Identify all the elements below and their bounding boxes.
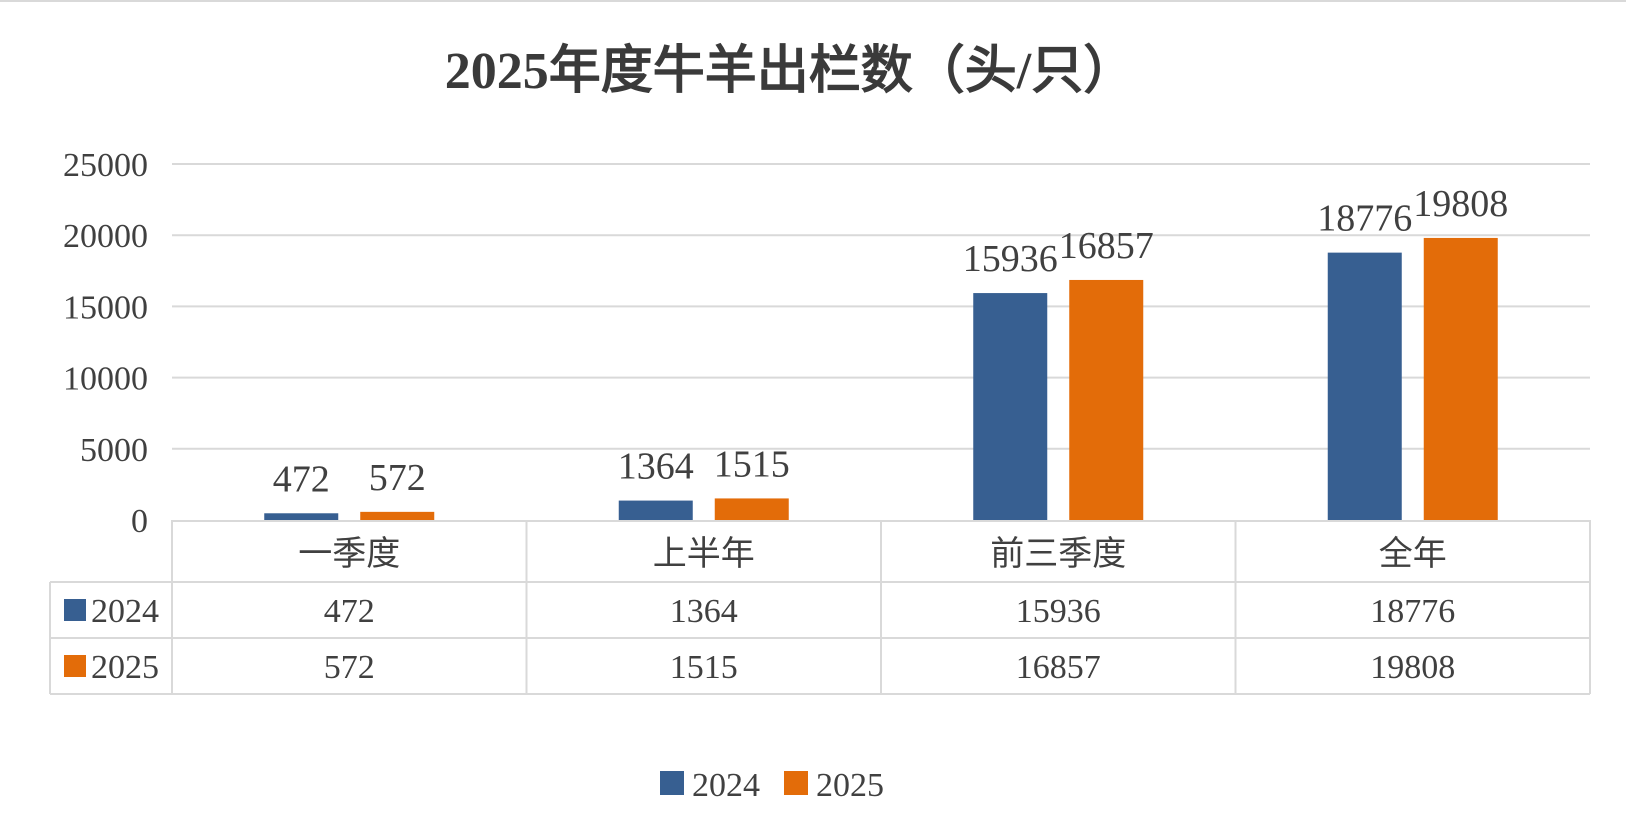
table-legend-key-2025 — [64, 655, 86, 677]
data-label-2024-4: 18776 — [1317, 198, 1412, 240]
y-tick-label: 10000 — [63, 361, 148, 398]
y-tick-label: 5000 — [80, 432, 148, 469]
table-cell-2024-1: 472 — [324, 593, 375, 630]
table-cell-2024-3: 15936 — [1016, 593, 1101, 630]
legend-key-2025 — [784, 771, 808, 795]
data-table: 一季度 上半年 前三季度 全年 2024 472 1364 15936 18776 2025 572… — [49, 520, 1591, 695]
legend: 2024 2025 — [660, 767, 884, 804]
bar-2025-1 — [360, 511, 435, 520]
data-label-2024-2: 1364 — [618, 446, 694, 488]
legend-label-2025: 2025 — [816, 767, 884, 804]
table-cell-2025-2: 1515 — [670, 649, 738, 686]
table-legend-key-2024 — [64, 599, 86, 621]
data-label-2024-1: 472 — [273, 458, 330, 500]
table-cell-2025-1: 572 — [324, 649, 375, 686]
table-cell-2025-3: 16857 — [1016, 649, 1101, 686]
legend-key-2024 — [660, 771, 684, 795]
table-series-name: 2025 — [91, 649, 159, 686]
y-tick-label: 0 — [131, 503, 148, 540]
category-label: 全年 — [1379, 535, 1447, 573]
data-label-2024-3: 15936 — [963, 238, 1058, 280]
bar-2024-2 — [618, 500, 693, 520]
bar-2024-4 — [1327, 252, 1402, 520]
y-tick-label: 25000 — [63, 147, 148, 184]
table-cell-2024-2: 1364 — [670, 593, 738, 630]
category-label: 上半年 — [653, 535, 755, 573]
data-label-2025-1: 572 — [369, 457, 426, 499]
bar-2024-3 — [973, 293, 1048, 520]
y-axis-tick-labels: 0 5000 10000 15000 20000 25000 — [63, 147, 148, 540]
bars — [264, 237, 1498, 520]
table-cell-2025-4: 19808 — [1370, 649, 1455, 686]
table-cell-2024-4: 18776 — [1370, 593, 1455, 630]
bar-2025-4 — [1423, 237, 1498, 520]
bar-2024-1 — [264, 513, 339, 520]
legend-label-2024: 2024 — [692, 767, 760, 804]
data-label-2025-2: 1515 — [714, 443, 790, 485]
bar-2025-3 — [1069, 279, 1144, 520]
category-label: 前三季度 — [990, 535, 1126, 573]
data-label-2025-3: 16857 — [1059, 225, 1154, 267]
data-label-2025-4: 19808 — [1413, 183, 1508, 225]
chart-title: 2025年度牛羊出栏数（头/只） — [445, 42, 1135, 100]
table-series-name: 2024 — [91, 593, 159, 630]
data-labels: 472 1364 15936 18776 572 1515 16857 19808 — [273, 183, 1509, 500]
bar-2025-2 — [714, 498, 789, 520]
category-label: 一季度 — [298, 535, 400, 573]
y-tick-label: 15000 — [63, 289, 148, 326]
y-tick-label: 20000 — [63, 218, 148, 255]
